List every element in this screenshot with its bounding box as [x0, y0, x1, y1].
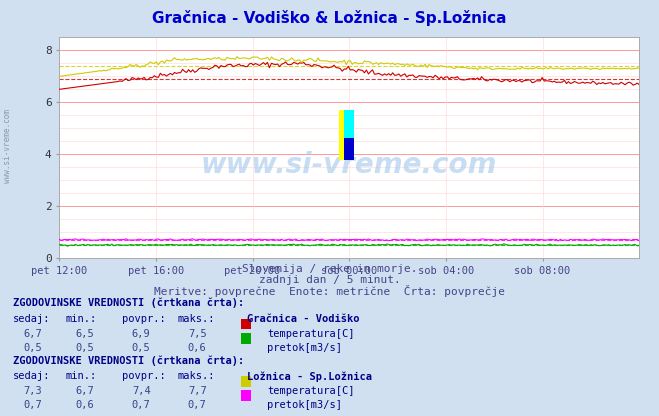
Text: temperatura[C]: temperatura[C] — [267, 329, 355, 339]
Text: 6,9: 6,9 — [132, 329, 150, 339]
Text: Slovenija / reke in morje.: Slovenija / reke in morje. — [242, 264, 417, 274]
Text: Gračnica - Vodiško: Gračnica - Vodiško — [247, 314, 360, 324]
Text: sedaj:: sedaj: — [13, 371, 51, 381]
Text: Ložnica - Sp.Ložnica: Ložnica - Sp.Ložnica — [247, 371, 372, 381]
Text: Meritve: povprečne  Enote: metrične  Črta: povprečje: Meritve: povprečne Enote: metrične Črta:… — [154, 285, 505, 297]
Text: zadnji dan / 5 minut.: zadnji dan / 5 minut. — [258, 275, 401, 285]
Text: Gračnica - Vodiško & Ložnica - Sp.Ložnica: Gračnica - Vodiško & Ložnica - Sp.Ložnic… — [152, 10, 507, 26]
Text: povpr.:: povpr.: — [122, 371, 165, 381]
Text: 0,6: 0,6 — [188, 343, 206, 353]
Text: 7,4: 7,4 — [132, 386, 150, 396]
Text: sedaj:: sedaj: — [13, 314, 51, 324]
Text: 7,3: 7,3 — [23, 386, 42, 396]
Text: 6,7: 6,7 — [23, 329, 42, 339]
Text: www.si-vreme.com: www.si-vreme.com — [3, 109, 13, 183]
Bar — [345, 138, 354, 160]
Text: 6,7: 6,7 — [76, 386, 94, 396]
Text: ZGODOVINSKE VREDNOSTI (črtkana črta):: ZGODOVINSKE VREDNOSTI (črtkana črta): — [13, 297, 244, 308]
Text: 0,5: 0,5 — [132, 343, 150, 353]
Text: 7,5: 7,5 — [188, 329, 206, 339]
Text: ZGODOVINSKE VREDNOSTI (črtkana črta):: ZGODOVINSKE VREDNOSTI (črtkana črta): — [13, 356, 244, 366]
Text: maks.:: maks.: — [178, 371, 215, 381]
Text: 0,7: 0,7 — [188, 400, 206, 410]
Text: 0,7: 0,7 — [132, 400, 150, 410]
Text: 0,6: 0,6 — [76, 400, 94, 410]
Text: 0,7: 0,7 — [23, 400, 42, 410]
Text: min.:: min.: — [66, 371, 97, 381]
Text: temperatura[C]: temperatura[C] — [267, 386, 355, 396]
Text: 0,5: 0,5 — [76, 343, 94, 353]
Bar — [345, 110, 354, 145]
Text: www.si-vreme.com: www.si-vreme.com — [201, 151, 498, 179]
Text: min.:: min.: — [66, 314, 97, 324]
Text: 0,5: 0,5 — [23, 343, 42, 353]
Text: 6,5: 6,5 — [76, 329, 94, 339]
Text: povpr.:: povpr.: — [122, 314, 165, 324]
Text: pretok[m3/s]: pretok[m3/s] — [267, 343, 342, 353]
Text: 7,7: 7,7 — [188, 386, 206, 396]
Text: pretok[m3/s]: pretok[m3/s] — [267, 400, 342, 410]
Text: maks.:: maks.: — [178, 314, 215, 324]
